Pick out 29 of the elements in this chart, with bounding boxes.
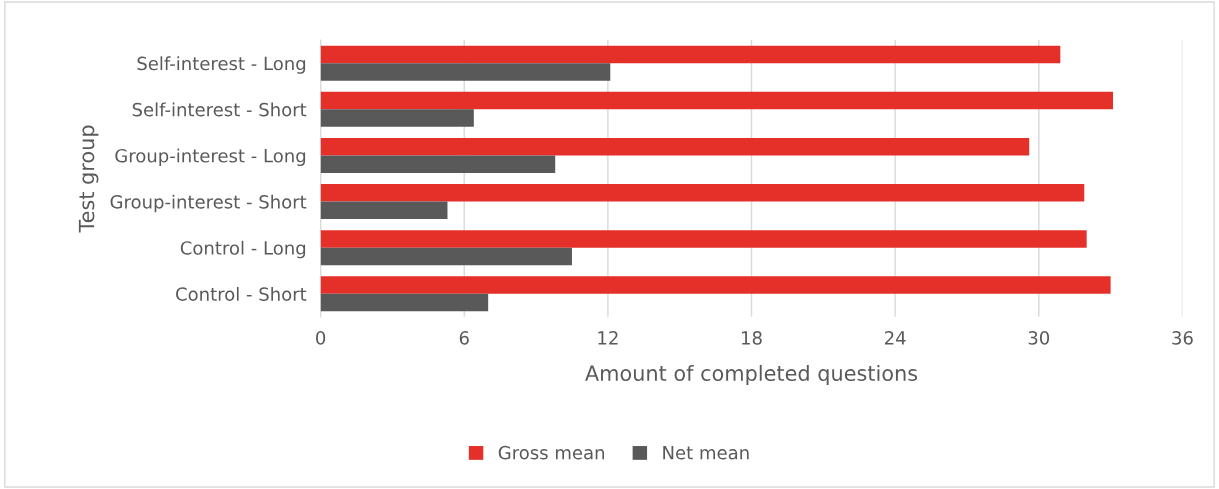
bar: [320, 230, 1087, 248]
x-tick-label: 18: [742, 331, 762, 345]
bar: [320, 137, 1030, 156]
bar: [320, 155, 556, 173]
y-tick-label: Control - Short: [176, 286, 307, 301]
y-axis-title: Test group: [78, 125, 99, 233]
x-tick-label: 36: [1172, 331, 1193, 345]
bar: [320, 293, 489, 312]
bar: [320, 201, 448, 220]
legend-label: Gross mean: [498, 445, 605, 460]
bar: [320, 63, 611, 81]
x-tick-label: 0: [316, 331, 326, 345]
y-tick-label: Group-interest - Short: [110, 194, 307, 213]
x-tick-label: 12: [598, 331, 618, 345]
legend-label: Net mean: [663, 446, 749, 460]
bar: [320, 184, 1085, 202]
y-tick-label: Self-interest - Long: [137, 56, 306, 74]
x-axis-title: Amount of completed questions: [585, 364, 918, 386]
y-tick-label: Control - Long: [180, 240, 306, 259]
y-tick-label: Self-interest - Short: [132, 102, 307, 117]
bar: [320, 109, 474, 127]
bar: [320, 276, 1111, 294]
x-tick-label: 30: [1028, 331, 1050, 345]
bar: [320, 91, 1113, 110]
bar: [320, 247, 572, 266]
x-tick-label: 24: [884, 331, 906, 345]
bar: [320, 45, 1061, 64]
y-tick-label: Group-interest - Long: [115, 148, 306, 167]
x-tick-label: 6: [459, 331, 469, 345]
